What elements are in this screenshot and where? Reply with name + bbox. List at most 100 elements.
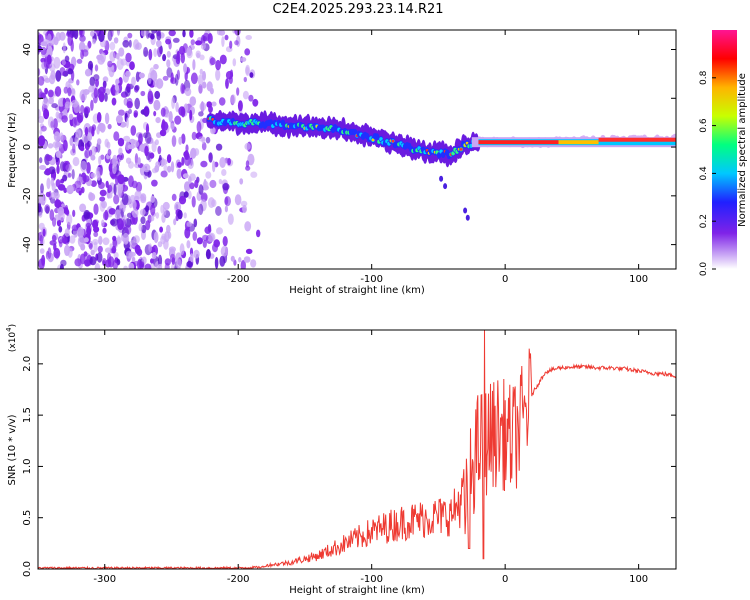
noise-blob — [206, 101, 212, 108]
noise-blob — [145, 205, 150, 213]
noise-blob — [198, 84, 203, 94]
noise-blob — [187, 190, 192, 200]
noise-blob — [97, 245, 103, 253]
noise-blob — [67, 68, 74, 75]
noise-blob — [194, 179, 199, 189]
noise-blob — [176, 161, 182, 168]
y-tick-label: -20 — [22, 188, 33, 204]
y-tick-label: 2.0 — [22, 356, 33, 372]
noise-blob — [183, 151, 189, 158]
noise-blob — [93, 87, 98, 99]
noise-blob — [89, 256, 97, 266]
noise-blob — [144, 132, 152, 144]
snr-xlabel: Height of straight line (km) — [289, 585, 425, 596]
snr-panel: -300 -200 -100 0 100 0.0 0.5 1.0 1.5 2.0 Height … — [5, 324, 677, 596]
noise-blob — [113, 131, 120, 142]
noise-blob — [149, 152, 155, 159]
noise-blob — [90, 172, 96, 179]
x-tick-label: -200 — [227, 274, 250, 285]
noise-blob — [64, 101, 71, 109]
noise-blob — [126, 212, 133, 218]
noise-blob — [148, 243, 152, 253]
noise-blob — [211, 101, 217, 107]
noise-blob — [87, 60, 94, 71]
noise-blob — [116, 30, 121, 36]
ridge-peak — [459, 148, 463, 151]
noise-blob — [171, 257, 176, 265]
x-tick-label: -200 — [227, 574, 250, 585]
noise-blob — [184, 227, 191, 239]
noise-blob — [150, 204, 156, 216]
noise-blob — [156, 31, 162, 41]
snr-ylabel: SNR (10 * v/v) — [7, 414, 18, 485]
noise-blob — [160, 204, 164, 214]
noise-blob — [168, 30, 176, 37]
noise-blob — [240, 57, 247, 62]
noise-blob — [183, 191, 189, 198]
noise-blob — [81, 133, 89, 144]
noise-blob — [202, 234, 209, 241]
noise-blob — [134, 244, 141, 255]
noise-blob — [89, 149, 93, 157]
noise-blob — [134, 153, 139, 165]
noise-blob — [150, 215, 155, 222]
noise-blob — [78, 41, 86, 52]
tail-blob — [443, 183, 448, 190]
noise-blob — [57, 184, 66, 191]
noise-blob — [190, 253, 194, 263]
noise-blob — [118, 47, 125, 57]
noise-blob — [230, 94, 236, 104]
noise-blob — [115, 53, 120, 60]
noise-blob — [209, 57, 216, 66]
noise-blob — [90, 180, 97, 188]
noise-blob — [186, 240, 191, 249]
noise-blob — [39, 129, 43, 136]
noise-blob — [114, 209, 121, 220]
steady-ridge-yellow — [558, 140, 599, 145]
noise-blob — [79, 89, 87, 102]
noise-blob — [196, 52, 201, 59]
noise-blob — [51, 234, 57, 242]
noise-blob — [51, 103, 58, 109]
colorbar-label: Normalized spectral amplitude — [737, 73, 748, 227]
noise-blob — [195, 40, 202, 46]
x-tick-label: -100 — [360, 274, 383, 285]
noise-blob — [159, 226, 164, 233]
noise-blob — [104, 259, 112, 268]
noise-blob — [45, 154, 53, 162]
noise-blob — [234, 40, 239, 46]
noise-blob — [90, 30, 95, 37]
ridge-core — [374, 133, 380, 140]
noise-blob — [242, 90, 249, 100]
noise-blob — [49, 63, 56, 72]
noise-blob — [239, 178, 244, 185]
noise-blob — [59, 31, 66, 41]
noise-blob — [193, 249, 200, 259]
y-tick-label: 0.0 — [22, 561, 33, 577]
noise-blob — [48, 97, 54, 105]
noise-blob — [113, 183, 117, 196]
noise-blob — [150, 258, 154, 264]
noise-blob — [163, 165, 168, 172]
noise-blob — [94, 64, 99, 72]
noise-blob — [207, 233, 215, 242]
noise-blob — [178, 195, 187, 205]
noise-blob — [131, 76, 136, 87]
noise-blob — [89, 76, 96, 87]
noise-blob — [151, 30, 157, 34]
noise-blob — [137, 157, 141, 165]
noise-blob — [112, 259, 119, 269]
noise-blob — [73, 101, 80, 114]
noise-blob — [171, 135, 177, 148]
noise-blob — [118, 147, 123, 156]
noise-blob — [153, 63, 159, 70]
noise-blob — [218, 30, 226, 36]
colorbar-gradient — [712, 30, 737, 269]
noise-blob — [67, 172, 72, 178]
noise-blob — [72, 156, 80, 167]
noise-blob — [64, 228, 70, 237]
noise-blob — [155, 117, 161, 124]
noise-blob — [54, 86, 62, 97]
noise-blob — [199, 68, 203, 75]
noise-blob — [110, 218, 118, 227]
